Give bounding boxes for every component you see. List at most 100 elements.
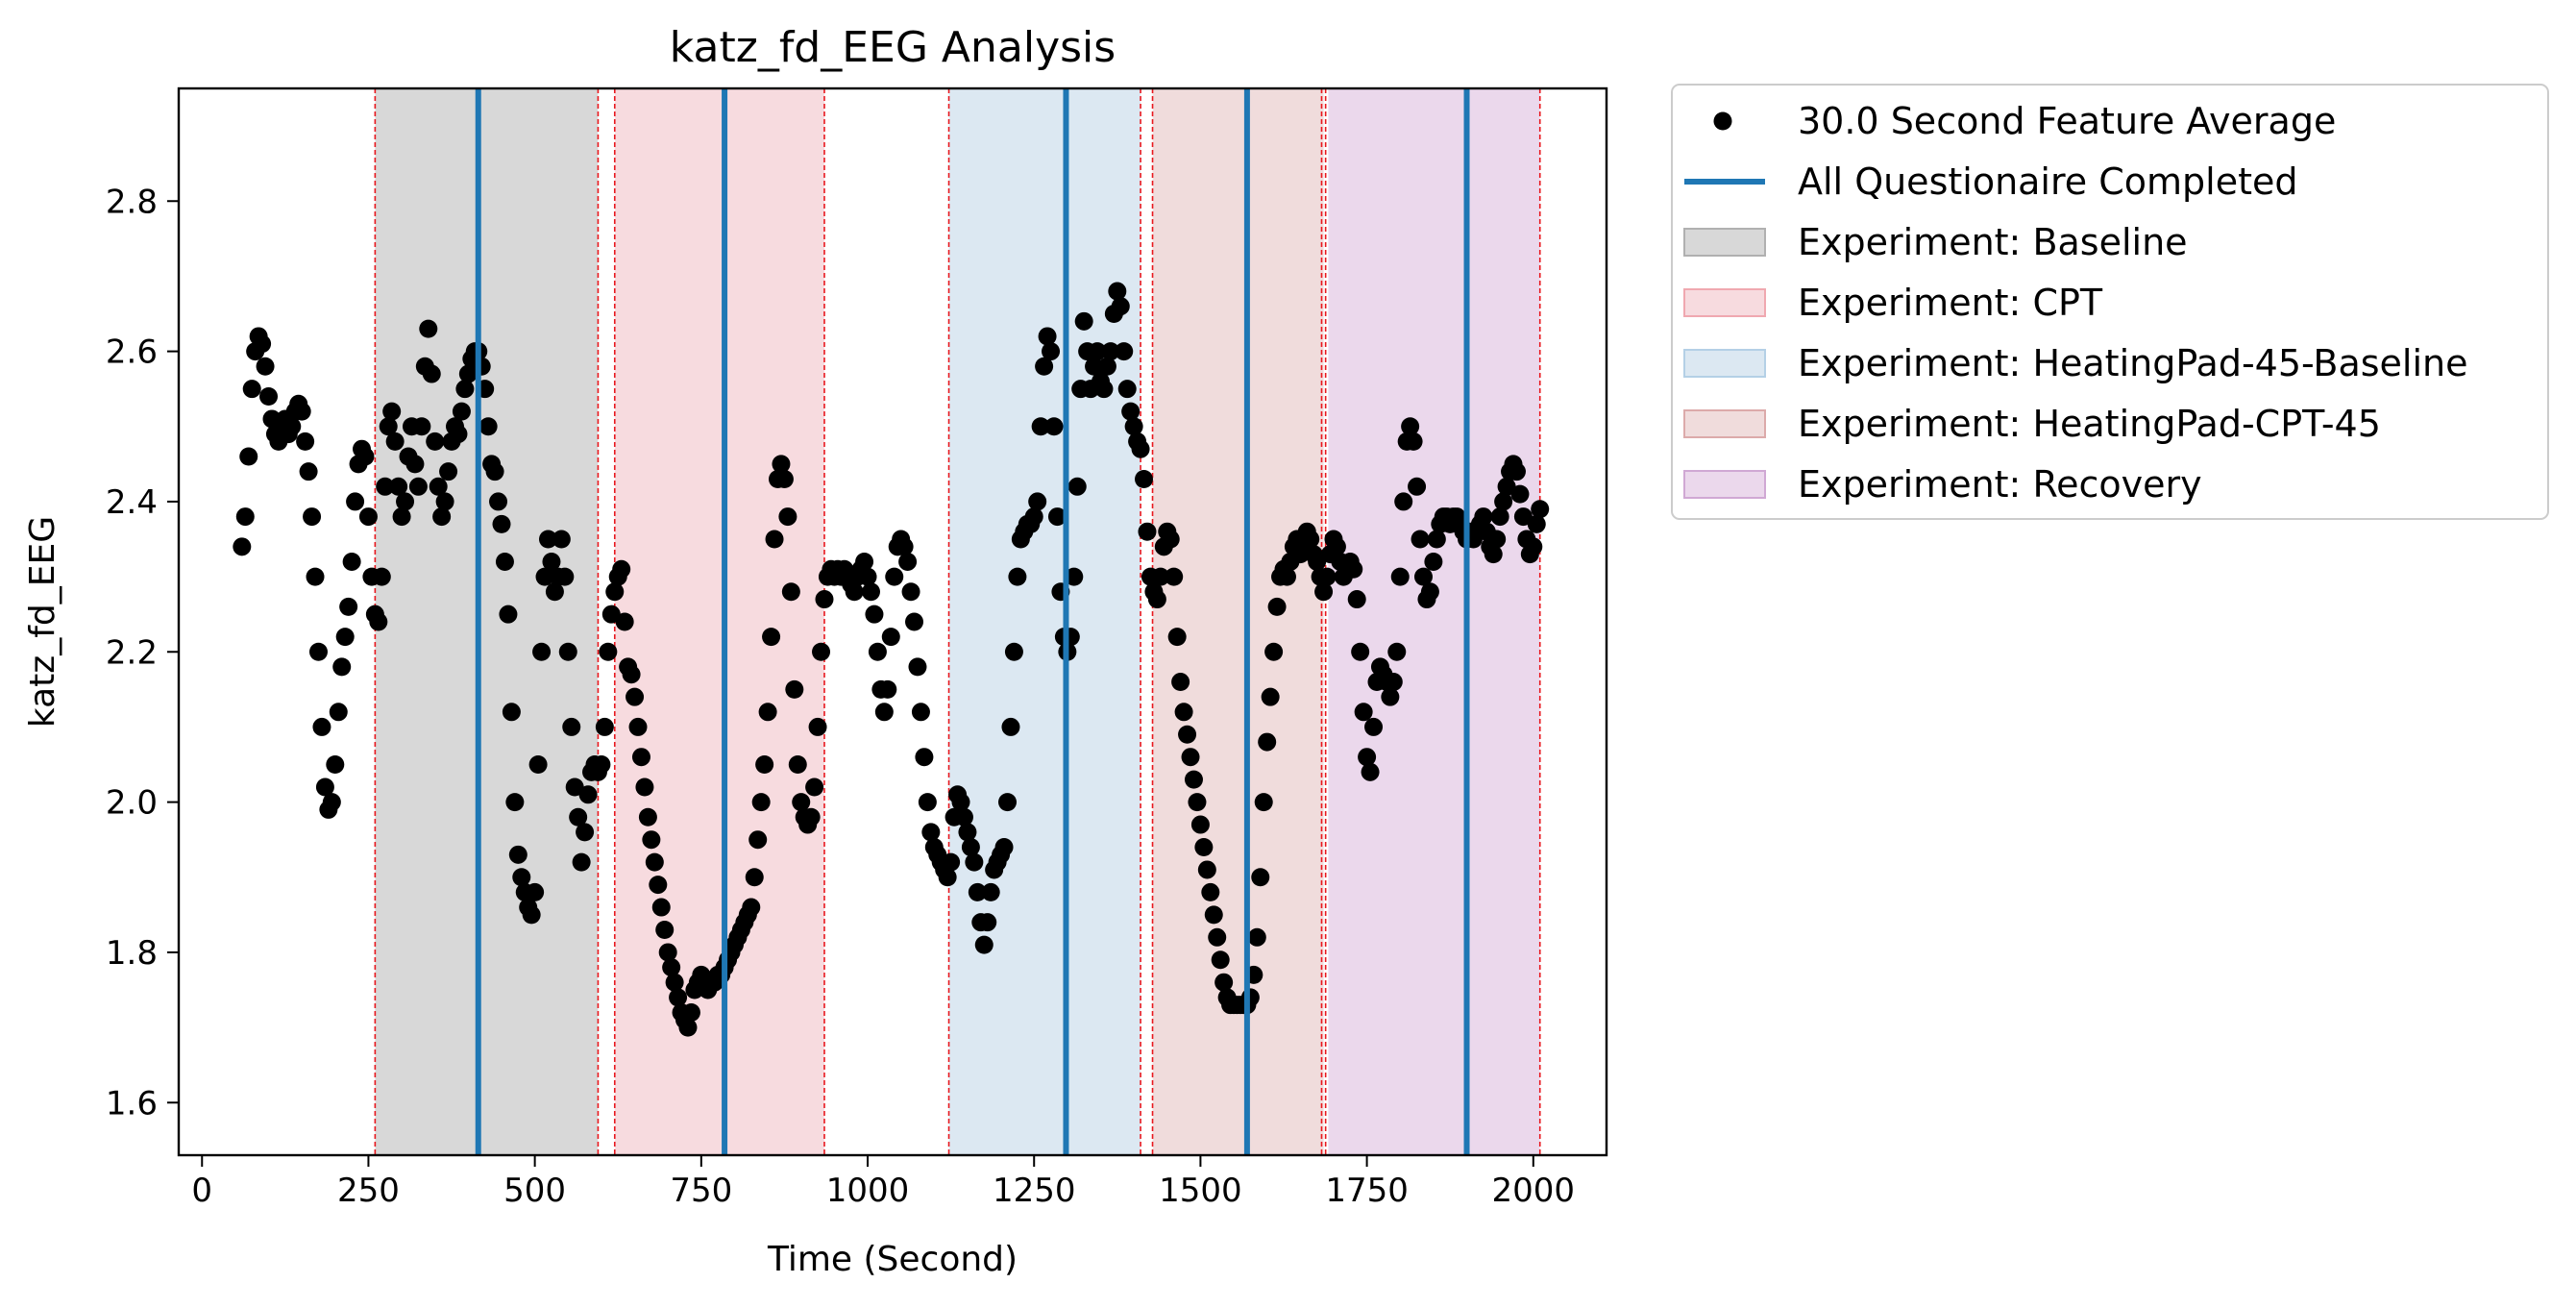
data-point — [329, 703, 348, 722]
region-recovery — [1328, 88, 1540, 1155]
data-point — [915, 748, 934, 767]
data-point — [292, 402, 311, 421]
data-point — [412, 417, 431, 436]
data-point — [994, 838, 1014, 857]
data-point — [792, 793, 811, 812]
y-tick-label: 2.6 — [106, 333, 158, 372]
data-point — [235, 507, 255, 527]
data-point — [312, 717, 331, 736]
data-point — [242, 380, 261, 399]
data-point — [662, 958, 681, 977]
data-point — [1381, 687, 1400, 706]
data-point — [758, 703, 777, 722]
data-point — [658, 943, 677, 962]
data-point — [356, 447, 375, 466]
questionnaire-lines — [475, 88, 1470, 1155]
data-point — [495, 552, 514, 571]
data-point — [1121, 402, 1141, 421]
data-point — [1028, 492, 1047, 511]
data-point — [1254, 793, 1273, 812]
data-point — [426, 432, 445, 451]
data-point — [905, 612, 924, 631]
data-point — [1047, 507, 1067, 527]
data-point — [938, 868, 957, 887]
x-tick-label: 250 — [337, 1172, 400, 1210]
data-point — [508, 845, 527, 864]
data-point — [489, 492, 508, 511]
data-point — [1317, 567, 1337, 586]
data-point — [599, 642, 618, 661]
data-point — [299, 462, 318, 481]
data-point — [379, 417, 398, 436]
data-point — [492, 514, 511, 533]
data-point — [1001, 717, 1020, 736]
data-point — [1065, 567, 1084, 586]
data-point — [801, 807, 821, 827]
data-point — [405, 455, 425, 474]
data-point — [535, 567, 554, 586]
legend-swatch — [1683, 349, 1766, 378]
data-point — [921, 823, 941, 842]
data-point — [885, 567, 904, 586]
data-point — [645, 852, 664, 872]
legend-marker — [1713, 111, 1732, 131]
data-point — [968, 882, 987, 901]
data-point — [565, 777, 584, 797]
data-point — [765, 530, 784, 549]
data-point — [1513, 507, 1533, 527]
data-point — [332, 657, 352, 677]
data-point — [1258, 732, 1277, 752]
data-point — [1361, 762, 1380, 781]
data-point — [1420, 582, 1439, 602]
data-point — [1247, 927, 1266, 947]
data-point — [615, 612, 634, 631]
data-point — [755, 755, 774, 775]
data-point — [542, 552, 561, 571]
data-point — [649, 876, 668, 895]
data-point — [1135, 469, 1154, 488]
data-point — [1167, 628, 1187, 647]
data-point — [665, 973, 684, 992]
data-point — [1474, 507, 1493, 527]
data-point — [1044, 417, 1064, 436]
data-point — [1267, 597, 1287, 616]
data-point — [545, 582, 564, 602]
data-point — [452, 402, 471, 421]
x-tick-label: 750 — [670, 1172, 732, 1210]
region-boundary-lines — [374, 88, 1541, 1155]
chart-title: katz_fd_EEG Analysis — [670, 23, 1116, 72]
data-point — [562, 717, 581, 736]
data-point — [655, 920, 675, 939]
data-point — [678, 1018, 698, 1037]
data-point — [1074, 311, 1093, 331]
data-point — [322, 793, 341, 812]
data-point — [772, 455, 791, 474]
data-point — [1494, 492, 1513, 511]
data-point — [1413, 567, 1433, 586]
data-point — [1408, 477, 1427, 496]
data-point — [808, 717, 827, 736]
data-point — [781, 582, 800, 602]
data-point — [954, 807, 973, 827]
data-point — [296, 432, 315, 451]
data-point — [911, 703, 930, 722]
x-tick-label: 2000 — [1492, 1172, 1576, 1210]
data-point — [396, 492, 415, 511]
data-point — [1085, 357, 1104, 376]
data-point — [358, 507, 378, 527]
data-point — [1111, 297, 1130, 316]
x-axis-label: Time (Second) — [767, 1240, 1018, 1279]
data-point — [861, 582, 880, 602]
data-point — [422, 364, 441, 383]
data-point — [1387, 642, 1407, 661]
data-point — [419, 319, 438, 338]
y-axis-label: katz_fd_EEG — [23, 516, 62, 728]
data-point — [303, 507, 322, 527]
data-point — [558, 642, 577, 661]
data-point — [389, 477, 408, 496]
data-point — [1201, 882, 1220, 901]
data-point — [306, 567, 325, 586]
data-point — [385, 432, 405, 451]
data-point — [233, 537, 252, 556]
data-point — [1390, 567, 1410, 586]
